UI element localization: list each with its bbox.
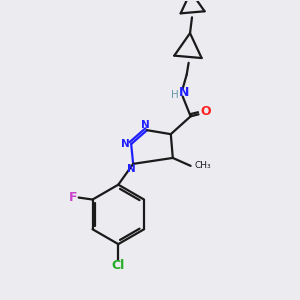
Text: F: F: [68, 191, 77, 204]
Text: N: N: [127, 164, 136, 174]
Text: N: N: [141, 120, 149, 130]
Text: N: N: [178, 86, 189, 99]
Text: O: O: [200, 105, 211, 118]
Text: CH₃: CH₃: [195, 161, 211, 170]
Text: H: H: [171, 89, 178, 100]
Text: N: N: [121, 139, 130, 149]
Text: Cl: Cl: [112, 260, 125, 272]
